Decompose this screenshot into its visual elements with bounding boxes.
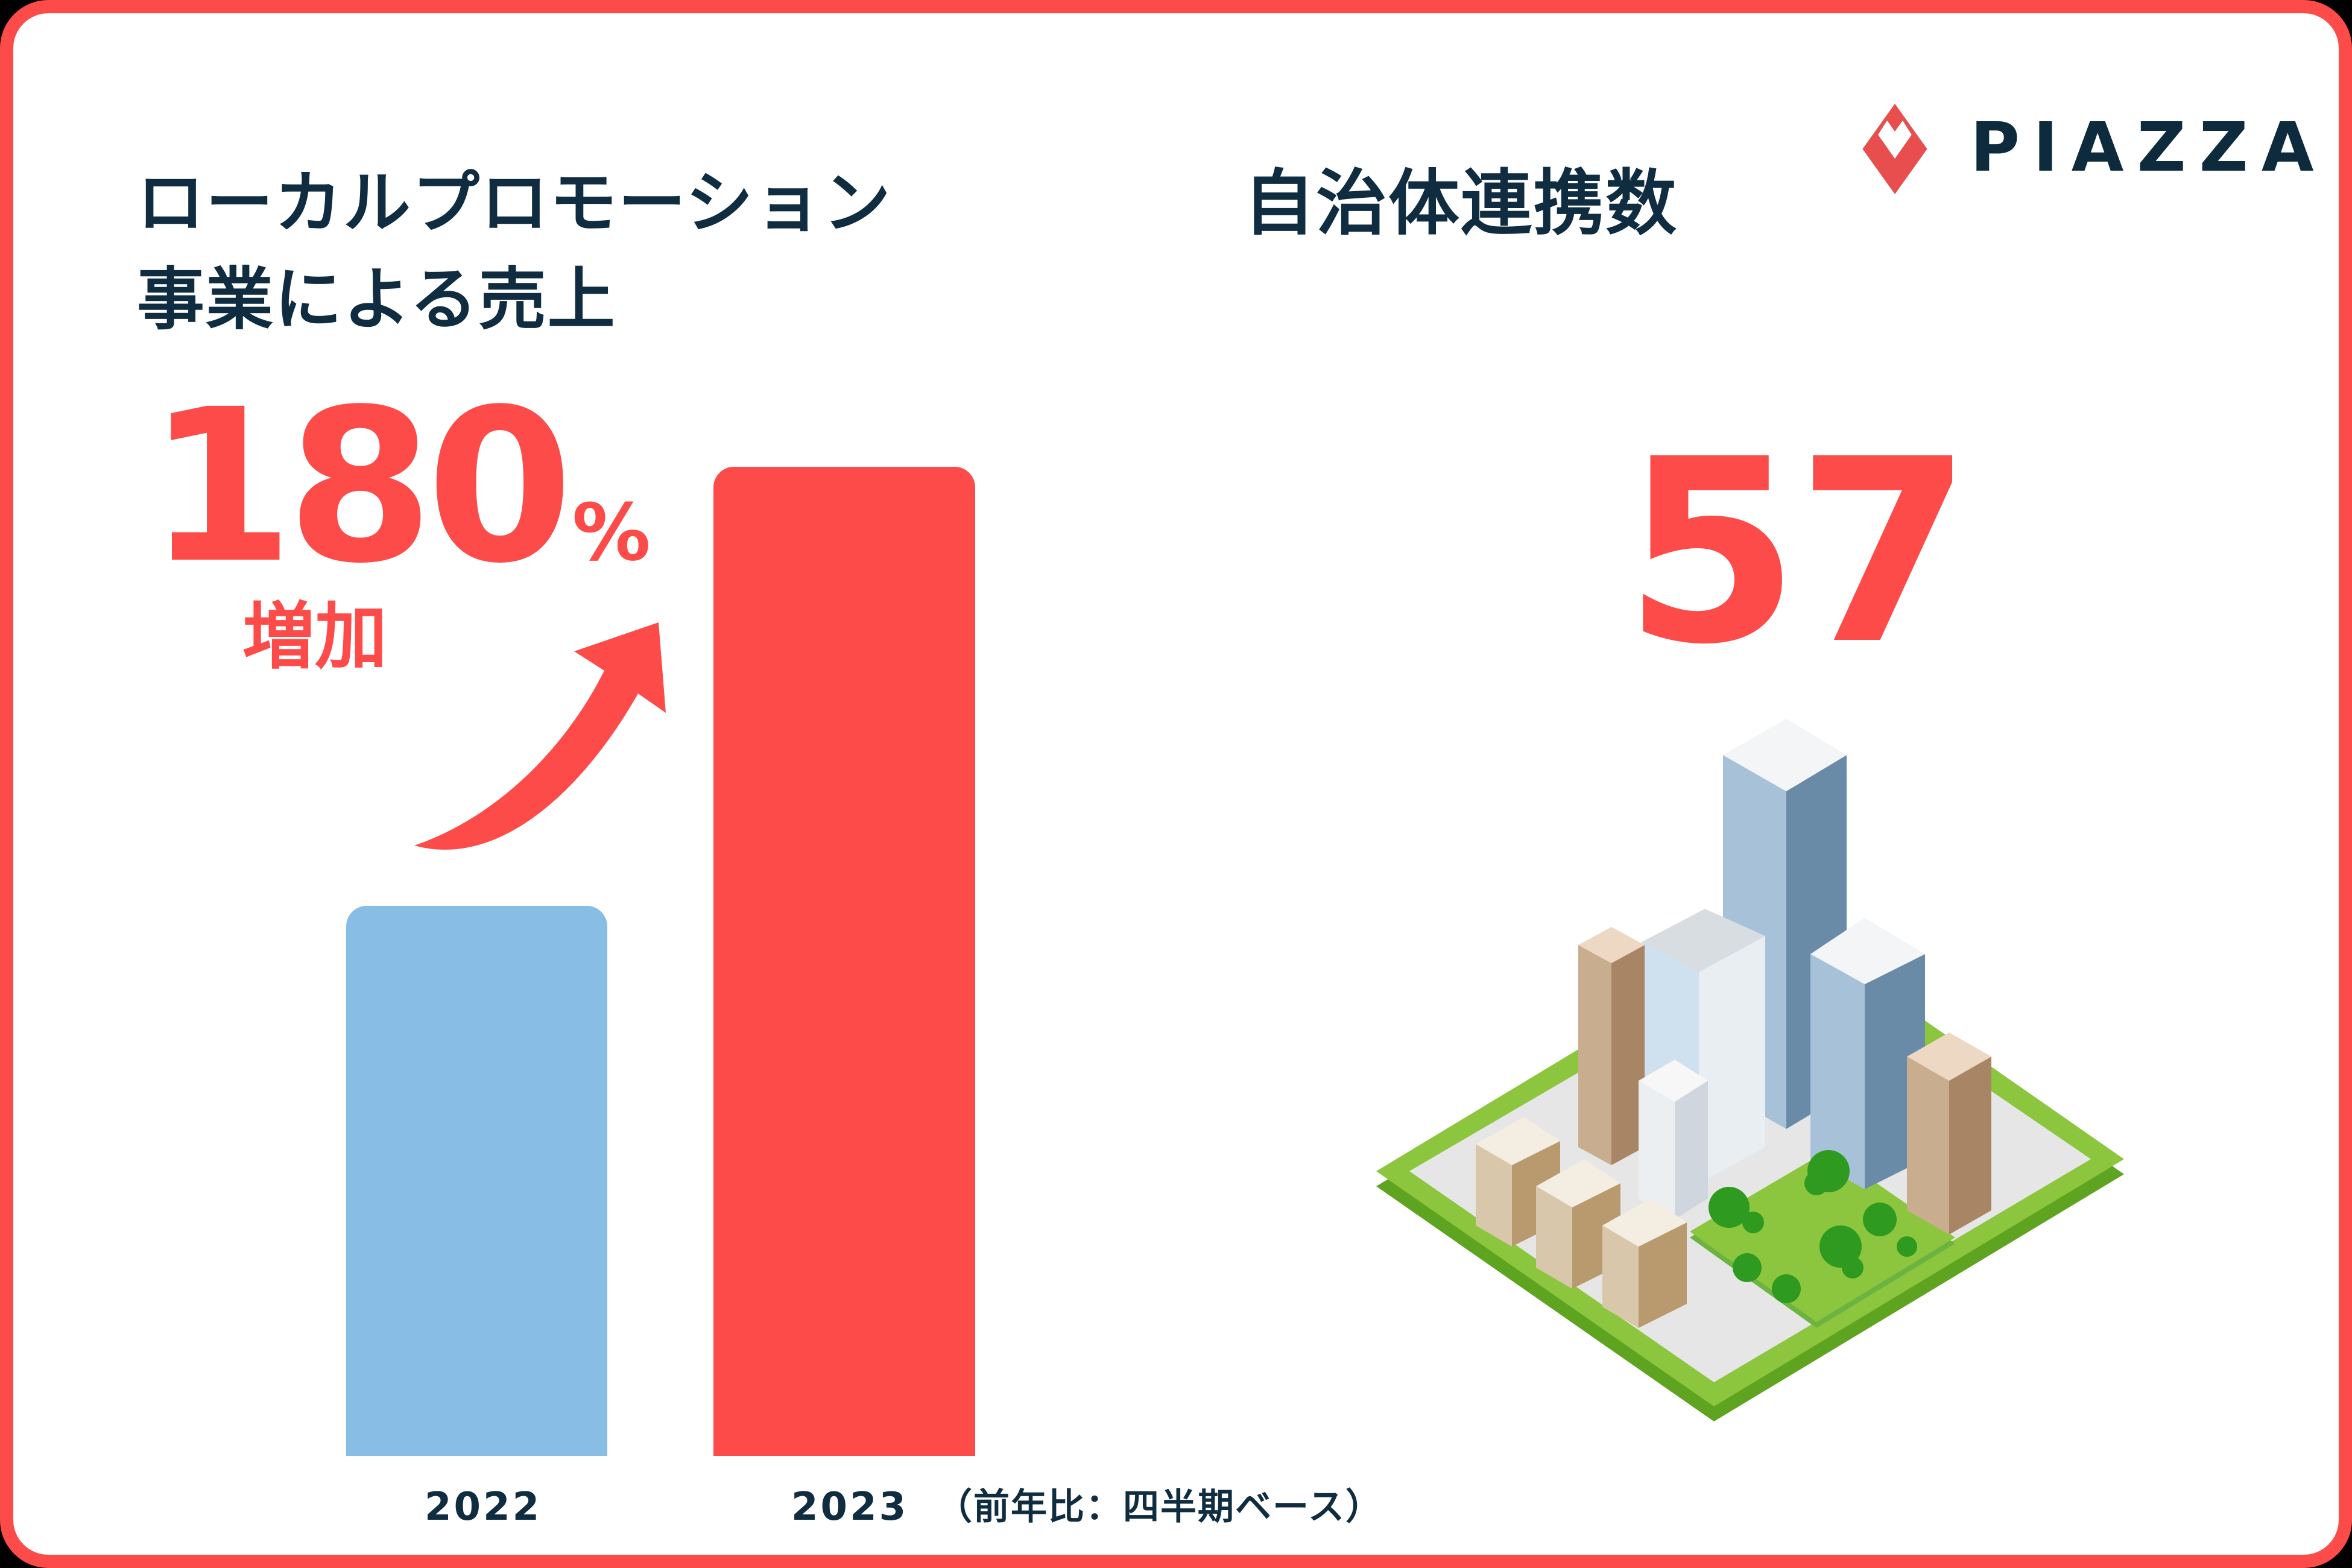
municipality-title: 自治体連携数 — [1244, 162, 1678, 245]
growth-arrow-icon — [414, 622, 666, 850]
growth-caption: 増加 — [242, 595, 387, 679]
x-label-2023: 2023 — [791, 1485, 909, 1529]
logo-wordmark: PIAZZA — [1970, 109, 2327, 187]
diamond-heart-logo-icon — [1862, 104, 1927, 194]
piazza-logo: PIAZZA — [1850, 104, 2314, 194]
x-label-2022: 2022 — [425, 1485, 542, 1529]
bar-2023 — [713, 467, 975, 1456]
bar-2022 — [346, 906, 607, 1456]
growth-value: 180% — [147, 381, 651, 635]
sales-title-line1: ローカルプロモーション — [137, 164, 892, 242]
percent-sign: % — [572, 487, 651, 578]
comparison-note: （前年比：四半期ベース） — [936, 1486, 1383, 1528]
isometric-city-icon — [1376, 719, 2124, 1421]
municipality-count: 57 — [1623, 405, 1972, 700]
sales-title: ローカルプロモーション 事業による売上 — [137, 155, 892, 348]
sales-title-line2: 事業による売上 — [137, 261, 616, 339]
growth-number: 180 — [147, 364, 574, 610]
